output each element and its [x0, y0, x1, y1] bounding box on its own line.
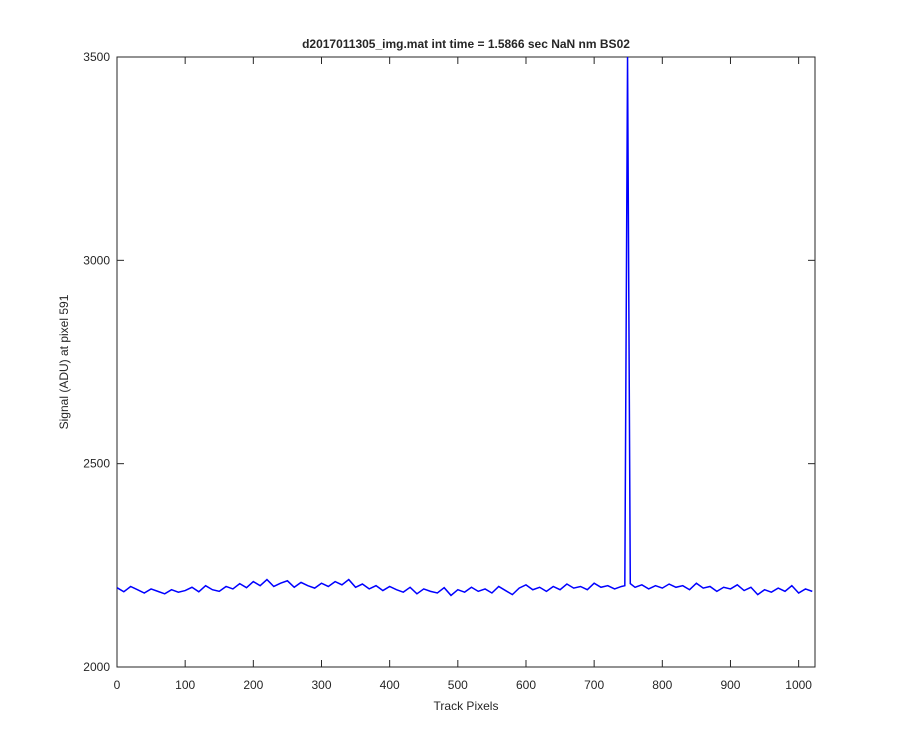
- x-tick-label: 500: [448, 678, 468, 692]
- x-tick-label: 1000: [785, 678, 812, 692]
- x-tick-label: 200: [243, 678, 263, 692]
- y-tick-label: 2500: [83, 457, 110, 471]
- axes-box: [116, 56, 816, 668]
- y-tick-label: 2000: [83, 660, 110, 674]
- x-tick-label: 0: [114, 678, 121, 692]
- x-tick-label: 400: [380, 678, 400, 692]
- x-axis-label: Track Pixels: [434, 699, 499, 713]
- x-tick-label: 300: [311, 678, 331, 692]
- x-tick-label: 100: [175, 678, 195, 692]
- x-tick-label: 800: [652, 678, 672, 692]
- data-line: [117, 57, 813, 597]
- y-axis-label: Signal (ADU) at pixel 591: [57, 294, 71, 429]
- y-tick-label: 3000: [83, 253, 110, 267]
- chart-title: d2017011305_img.mat int time = 1.5866 se…: [302, 37, 630, 51]
- x-tick-label: 900: [720, 678, 740, 692]
- x-tick-label: 700: [584, 678, 604, 692]
- x-tick-label: 600: [516, 678, 536, 692]
- y-tick-label: 3500: [83, 50, 110, 64]
